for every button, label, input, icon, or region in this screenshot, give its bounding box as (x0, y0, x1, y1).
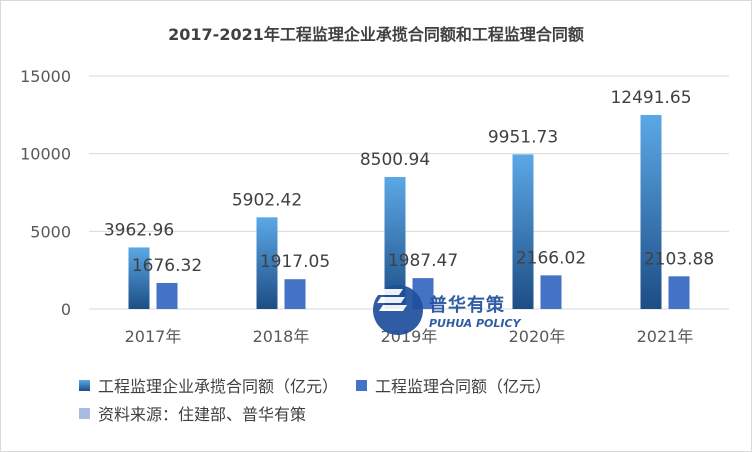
data-label-series1: 3962.96 (104, 220, 174, 240)
chart-legend: 工程监理企业承揽合同额（亿元） 工程监理合同额（亿元） 资料来源：住建部、普华有… (79, 371, 569, 427)
data-label-series2: 1676.32 (132, 256, 202, 276)
logo-text-cn: 普华有策 (429, 294, 505, 316)
legend-label-series2: 工程监理合同额（亿元） (375, 377, 552, 396)
y-tick-label: 10000 (20, 145, 71, 164)
bar-series2 (284, 279, 306, 309)
data-label-series2: 2166.02 (516, 248, 586, 268)
data-label-series1: 12491.65 (610, 88, 691, 108)
bar-series2 (540, 275, 562, 309)
chart-title: 2017-2021年工程监理企业承揽合同额和工程监理合同额 (168, 25, 584, 44)
watermark-logo: 普华有策 PUHUA POLICY (373, 285, 521, 335)
bar-series1 (640, 114, 662, 309)
x-tick-label: 2018年 (253, 327, 310, 346)
data-label-series2: 1917.05 (260, 252, 330, 272)
x-tick-label: 2020年 (509, 327, 566, 346)
legend-swatch-series1 (79, 379, 90, 391)
data-label-series1: 9951.73 (488, 127, 558, 147)
data-label-series1: 5902.42 (232, 190, 302, 210)
legend-item-series1: 工程监理企业承揽合同额（亿元） (79, 373, 338, 397)
bar-series1 (256, 217, 278, 309)
logo-text-en: PUHUA POLICY (429, 316, 521, 330)
y-tick-label: 0 (61, 300, 71, 319)
x-tick-label: 2021年 (637, 327, 694, 346)
x-tick-label: 2017年 (125, 327, 182, 346)
legend-swatch-source (79, 407, 90, 419)
bar-series1 (128, 247, 150, 309)
bar-series1 (512, 154, 534, 309)
data-label-series2: 1987.47 (388, 251, 458, 271)
legend-label-source: 资料来源：住建部、普华有策 (98, 405, 307, 424)
legend-item-source: 资料来源：住建部、普华有策 (79, 401, 306, 425)
legend-label-series1: 工程监理企业承揽合同额（亿元） (98, 377, 339, 396)
y-tick-label: 5000 (30, 222, 71, 241)
data-label-series2: 2103.88 (644, 249, 714, 269)
bar-series2 (156, 282, 178, 309)
data-label-series1: 8500.94 (360, 150, 430, 170)
legend-swatch-series2 (356, 379, 368, 391)
bar-series2 (668, 276, 690, 309)
bar-series1 (384, 176, 406, 309)
legend-item-series2: 工程监理合同额（亿元） (356, 373, 551, 397)
logo-icon (373, 285, 423, 335)
y-tick-label: 15000 (20, 67, 71, 86)
